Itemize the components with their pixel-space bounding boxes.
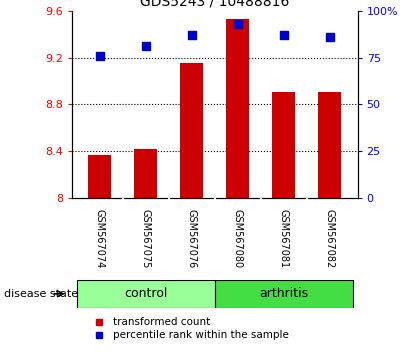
Bar [134,149,157,198]
Bar [88,155,111,198]
Point [281,32,287,38]
Bar [215,280,353,308]
Text: GSM567075: GSM567075 [141,209,151,269]
Legend: transformed count, percentile rank within the sample: transformed count, percentile rank withi… [84,313,293,345]
Bar [272,92,296,198]
Bar [76,280,215,308]
Point [96,53,103,58]
Text: GSM567081: GSM567081 [279,209,289,269]
Point [327,34,333,40]
Bar [180,63,203,198]
Text: GSM567076: GSM567076 [187,209,197,269]
Text: control: control [124,287,167,300]
Text: GSM567080: GSM567080 [233,209,243,269]
Text: GSM567082: GSM567082 [325,209,335,269]
Bar [319,92,342,198]
Point [235,21,241,27]
Point [188,32,195,38]
Point [142,44,149,49]
Title: GDS5243 / 10488816: GDS5243 / 10488816 [140,0,289,8]
Text: GSM567074: GSM567074 [95,209,104,269]
Bar [226,19,249,198]
Text: arthritis: arthritis [259,287,308,300]
Text: disease state: disease state [4,289,78,299]
